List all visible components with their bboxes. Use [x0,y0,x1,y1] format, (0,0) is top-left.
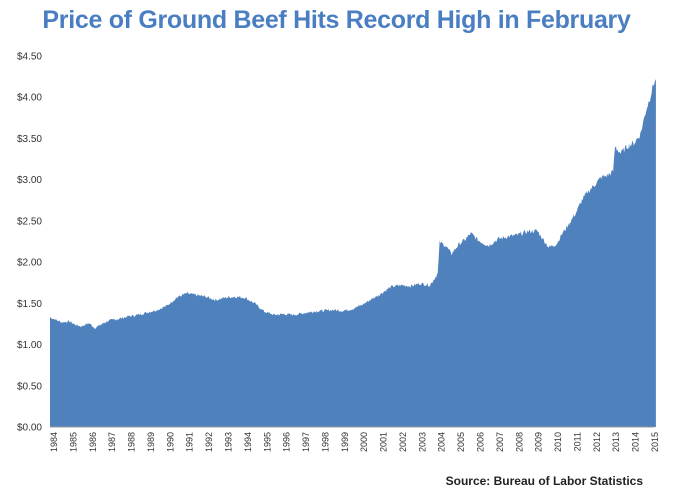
y-tick-label: $3.00 [17,175,42,186]
x-tick-label: 1992 [204,432,214,452]
chart-title: Price of Ground Beef Hits Record High in… [42,6,631,34]
y-tick-label: $0.50 [17,381,42,392]
x-tick-label: 2006 [476,432,486,452]
y-tick-label: $2.50 [17,216,42,227]
x-tick-label: 2012 [592,432,602,452]
x-tick-label: 2003 [417,432,427,452]
y-tick-label: $2.00 [17,258,42,269]
y-tick-label: $4.00 [17,93,42,104]
x-tick-label: 2004 [437,432,447,452]
y-axis: $0.00 $0.50 $1.00 $1.50 $2.00 $2.50 $3.00 $3.50… [17,52,42,434]
x-tick-label: 1993 [224,432,234,452]
y-tick-label: $0.00 [17,423,42,434]
y-tick-label: $4.50 [17,52,42,63]
y-tick-label: $3.50 [17,134,42,145]
y-tick-label: $1.00 [17,340,42,351]
y-tick-label: $1.50 [17,299,42,310]
x-tick-label: 2015 [650,432,660,452]
x-tick-label: 1996 [282,432,292,452]
x-tick-label: 1990 [165,432,175,452]
x-tick-label: 1995 [262,432,272,452]
x-tick-label: 1988 [127,432,137,452]
x-tick-label: 1986 [88,432,98,452]
x-tick-label: 2001 [379,432,389,452]
x-tick-label: 1985 [68,432,78,452]
series-area [50,79,656,427]
x-tick-label: 1998 [320,432,330,452]
x-tick-label: 1984 [49,432,59,452]
x-tick-label: 1999 [340,432,350,452]
x-tick-label: 1994 [243,432,253,452]
source-note: Source: Bureau of Labor Statistics [445,474,643,488]
x-axis: 1984 1985 1986 1987 1988 1989 1990 1991 1992 1993… [49,432,660,452]
x-tick-label: 2000 [359,432,369,452]
x-tick-label: 2011 [573,432,583,451]
x-tick-label: 1987 [107,432,117,452]
x-tick-label: 2005 [456,432,466,452]
x-tick-label: 2010 [553,432,563,452]
x-tick-label: 2013 [611,432,621,452]
x-tick-label: 2008 [514,432,524,452]
x-tick-label: 2002 [398,432,408,452]
x-tick-label: 2007 [495,432,505,452]
x-tick-label: 2014 [631,432,641,452]
plot-area [50,79,656,428]
x-tick-label: 1991 [185,432,195,452]
x-tick-label: 2009 [534,432,544,452]
x-tick-label: 1997 [301,432,311,452]
x-tick-label: 1989 [146,432,156,452]
